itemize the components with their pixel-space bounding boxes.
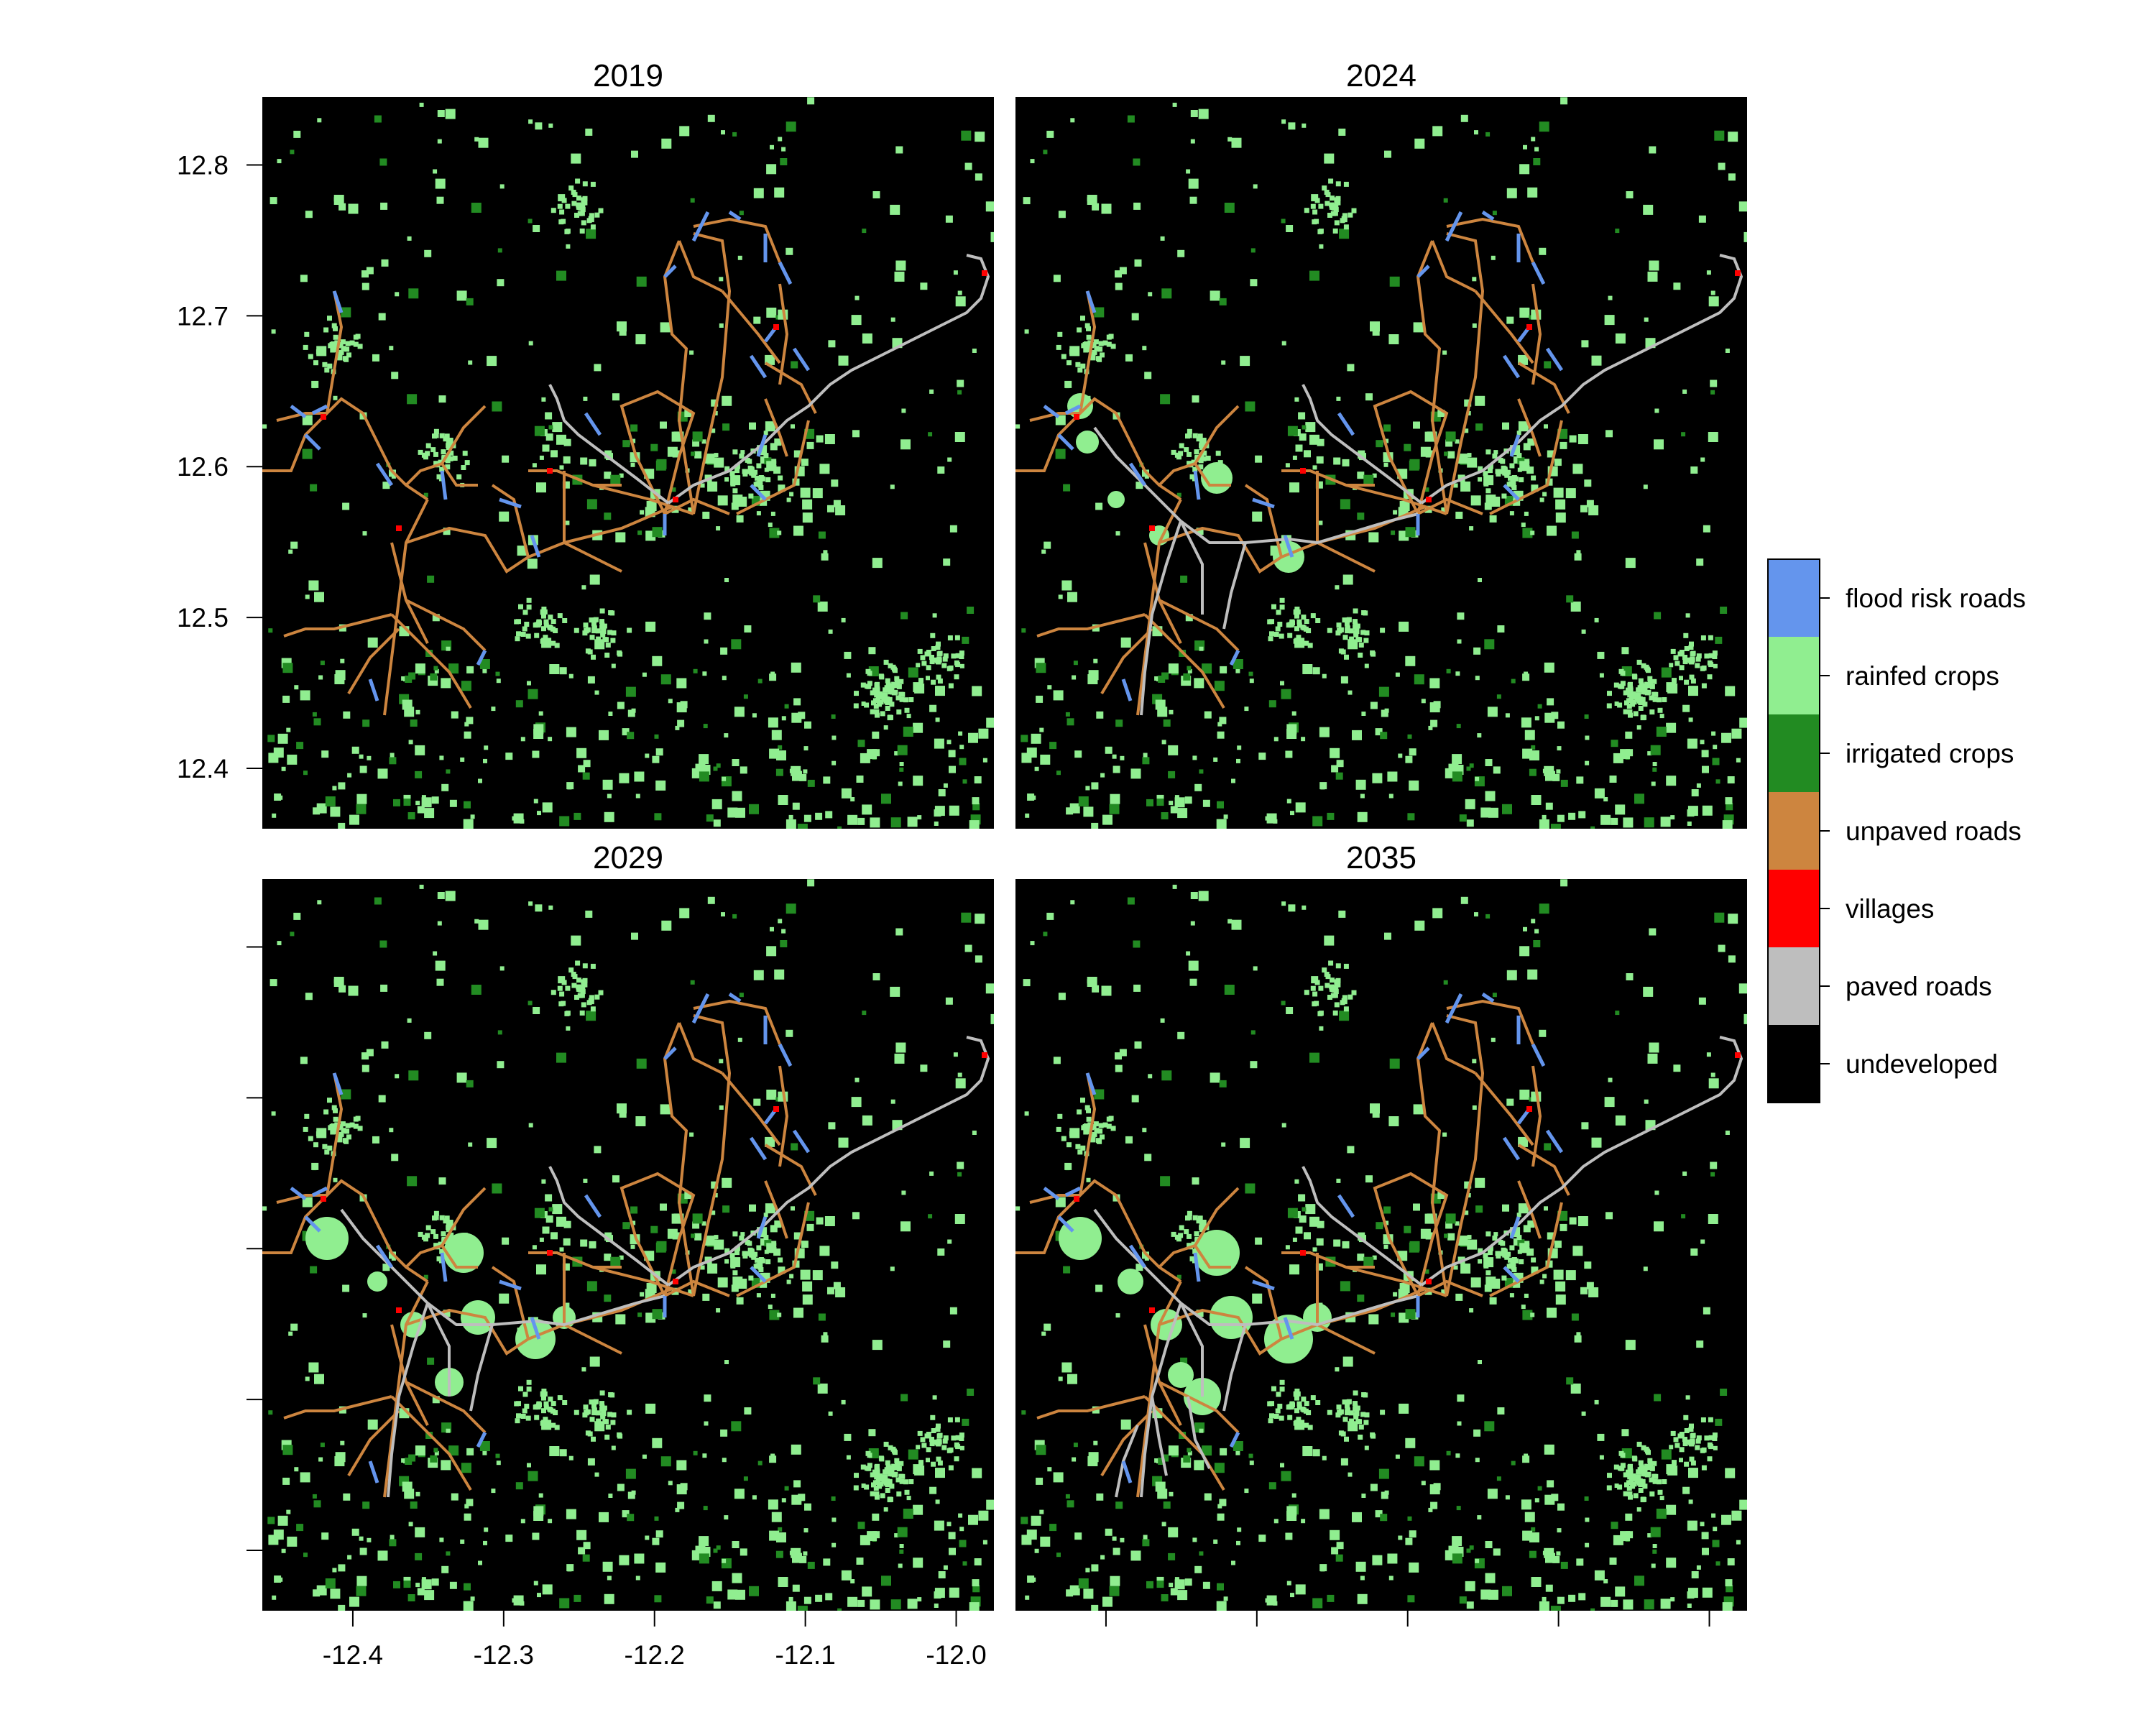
panel-title: 2029 bbox=[593, 840, 663, 875]
village-crop-area bbox=[1168, 1362, 1194, 1388]
legend-swatch bbox=[1768, 947, 1820, 1025]
legend-swatch bbox=[1768, 870, 1820, 947]
panel-title: 2024 bbox=[1346, 58, 1416, 93]
y-tick-label: 12.6 bbox=[177, 452, 229, 482]
village-crop-area bbox=[367, 1271, 387, 1292]
map-panel-2035: 2035 bbox=[1015, 840, 1747, 1611]
legend-swatch bbox=[1768, 1025, 1820, 1103]
unpaved-roads bbox=[1015, 217, 1570, 716]
x-tick-label: -12.3 bbox=[474, 1640, 534, 1670]
unpaved-roads bbox=[262, 999, 817, 1498]
map-features bbox=[1015, 97, 1747, 829]
flood-risk-roads bbox=[290, 210, 811, 702]
map-background bbox=[262, 97, 994, 829]
village-crop-area bbox=[1194, 1230, 1240, 1276]
legend-swatch bbox=[1768, 714, 1820, 792]
map-panel-2019: 2019 bbox=[262, 58, 994, 829]
legend-label: paved roads bbox=[1846, 972, 1992, 1001]
legend-swatch bbox=[1768, 559, 1820, 637]
panel-title: 2019 bbox=[593, 58, 663, 93]
paved-roads bbox=[1093, 254, 1743, 716]
village-crop-area bbox=[1076, 431, 1099, 454]
villages bbox=[1074, 1052, 1741, 1313]
paved-roads bbox=[1093, 1036, 1743, 1498]
x-tick-label: -12.0 bbox=[926, 1640, 986, 1670]
villages bbox=[321, 270, 987, 531]
village-crop-area bbox=[1264, 1315, 1313, 1363]
map-background bbox=[262, 879, 994, 1611]
x-tick-label: -12.4 bbox=[323, 1640, 383, 1670]
paved-roads bbox=[340, 1036, 990, 1498]
legend-label: flood risk roads bbox=[1846, 584, 2026, 613]
legend-swatch bbox=[1768, 637, 1820, 714]
y-axis-top-left: 12.4 12.5 12.6 12.7 12.8 bbox=[177, 150, 262, 783]
villages bbox=[1074, 270, 1741, 531]
unpaved-roads bbox=[1015, 999, 1570, 1498]
y-axis-bottom-left bbox=[247, 946, 262, 1552]
map-features bbox=[1015, 879, 1747, 1611]
villages bbox=[321, 1052, 987, 1313]
x-axis-bottom-right bbox=[1105, 1611, 1710, 1627]
y-tick-label: 12.7 bbox=[177, 301, 229, 331]
legend-swatch bbox=[1768, 792, 1820, 870]
panel-title: 2035 bbox=[1346, 840, 1416, 875]
map-background bbox=[1015, 97, 1747, 829]
legend-border bbox=[1767, 558, 1820, 1103]
map-background bbox=[1015, 879, 1747, 1611]
x-axis-bottom-left: -12.4 -12.3 -12.2 -12.1 -12.0 bbox=[323, 1611, 987, 1670]
map-features bbox=[262, 97, 994, 829]
crop-patches bbox=[1015, 97, 1747, 829]
x-tick-label: -12.1 bbox=[775, 1640, 835, 1670]
unpaved-roads bbox=[262, 217, 817, 716]
y-tick-label: 12.8 bbox=[177, 150, 229, 180]
legend: flood risk roads rainfed crops irrigated c… bbox=[1767, 558, 2026, 1103]
x-tick-label: -12.2 bbox=[625, 1640, 685, 1670]
legend-label: villages bbox=[1846, 894, 1934, 924]
y-tick-label: 12.4 bbox=[177, 754, 229, 783]
legend-label: unpaved roads bbox=[1846, 816, 2022, 846]
paved-roads bbox=[548, 254, 990, 505]
village-crop-area bbox=[1107, 491, 1125, 508]
map-panel-2029: 2029 bbox=[262, 840, 994, 1611]
flood-risk-roads bbox=[1043, 210, 1564, 702]
y-tick-label: 12.5 bbox=[177, 603, 229, 632]
map-panel-2024: 2024 bbox=[1015, 58, 1747, 829]
legend-label: rainfed crops bbox=[1846, 661, 1999, 691]
map-features bbox=[262, 879, 994, 1611]
legend-label: undeveloped bbox=[1846, 1049, 1998, 1079]
legend-label: irrigated crops bbox=[1846, 739, 2014, 768]
village-crop-area bbox=[1118, 1269, 1143, 1294]
